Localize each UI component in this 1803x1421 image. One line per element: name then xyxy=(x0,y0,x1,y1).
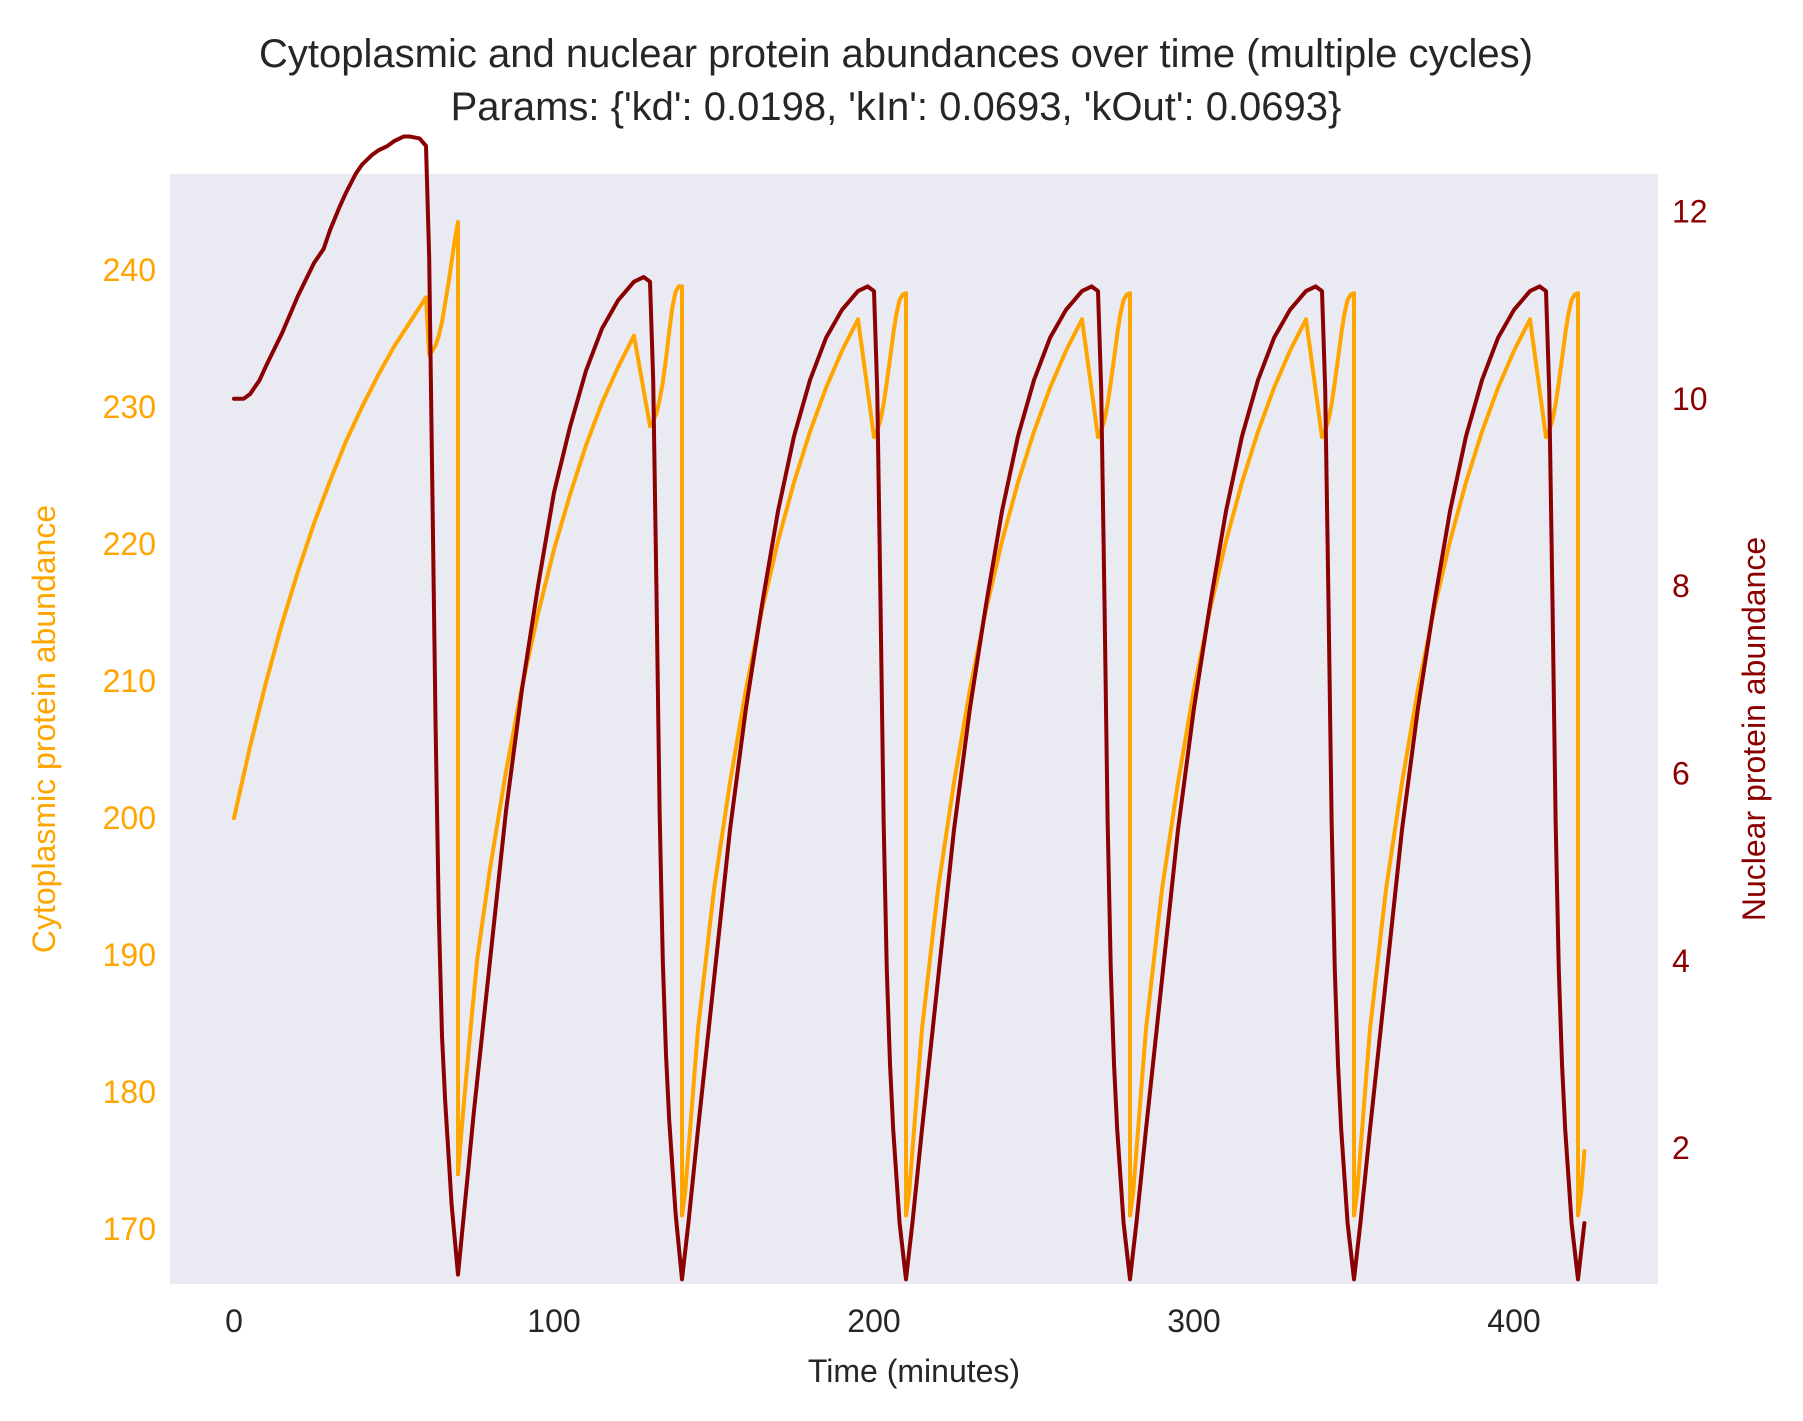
x-tick-label: 200 xyxy=(847,1303,900,1339)
x-tick-label: 0 xyxy=(225,1303,243,1339)
chart-title: Cytoplasmic and nuclear protein abundanc… xyxy=(259,32,1533,76)
right-y-tick-label: 2 xyxy=(1672,1130,1690,1166)
right-y-axis-label: Nuclear protein abundance xyxy=(1736,537,1772,921)
left-y-axis-ticks: 170 180 190 200 210 220 230 240 xyxy=(103,252,156,1247)
left-y-tick-label: 180 xyxy=(103,1074,156,1110)
right-y-tick-label: 10 xyxy=(1672,381,1708,417)
left-y-tick-label: 190 xyxy=(103,937,156,973)
cytoplasmic-series-line xyxy=(232,219,1587,1218)
left-y-tick-label: 200 xyxy=(103,800,156,836)
right-y-tick-label: 6 xyxy=(1672,755,1690,791)
left-y-tick-label: 230 xyxy=(103,389,156,425)
chart-subtitle: Params: {'kd': 0.0198, 'kIn': 0.0693, 'k… xyxy=(451,85,1342,129)
series-lines xyxy=(232,134,1587,1282)
x-tick-label: 300 xyxy=(1167,1303,1220,1339)
left-y-tick-label: 170 xyxy=(103,1211,156,1247)
left-y-tick-label: 220 xyxy=(103,526,156,562)
x-axis-label: Time (minutes) xyxy=(808,1353,1020,1389)
left-y-tick-label: 210 xyxy=(103,663,156,699)
right-y-tick-label: 4 xyxy=(1672,943,1690,979)
right-y-tick-label: 8 xyxy=(1672,568,1690,604)
x-tick-label: 100 xyxy=(527,1303,580,1339)
x-axis-ticks: 0 100 200 300 400 xyxy=(225,1303,1541,1339)
left-y-axis-label: Cytoplasmic protein abundance xyxy=(26,505,62,953)
nuclear-series-line xyxy=(232,134,1587,1282)
left-y-tick-label: 240 xyxy=(103,252,156,288)
x-tick-label: 400 xyxy=(1487,1303,1540,1339)
right-y-axis-ticks: 2 4 6 8 10 12 xyxy=(1672,193,1708,1166)
right-y-tick-label: 12 xyxy=(1672,193,1708,229)
